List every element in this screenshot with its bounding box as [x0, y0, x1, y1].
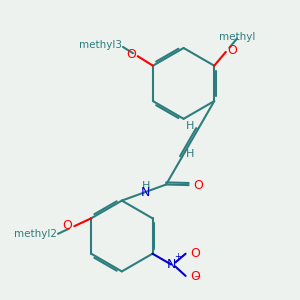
Text: H: H — [186, 149, 194, 159]
Text: O: O — [127, 48, 136, 61]
Text: H: H — [185, 121, 194, 131]
Text: H: H — [141, 181, 150, 190]
Text: methyl2: methyl2 — [14, 229, 57, 239]
Text: −: − — [194, 273, 200, 282]
Text: O: O — [190, 247, 200, 260]
Text: N: N — [140, 186, 150, 199]
Text: N: N — [167, 258, 176, 271]
Text: methyl: methyl — [219, 32, 256, 42]
Text: O: O — [194, 178, 203, 192]
Text: O: O — [63, 219, 73, 232]
Text: O: O — [190, 270, 200, 283]
Text: +: + — [174, 252, 181, 261]
Text: methyl3: methyl3 — [79, 40, 122, 50]
Text: O: O — [227, 44, 237, 57]
